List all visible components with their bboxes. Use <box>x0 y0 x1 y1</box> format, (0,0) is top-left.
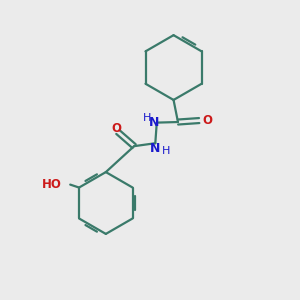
Text: O: O <box>111 122 122 135</box>
Text: N: N <box>149 116 160 129</box>
Text: H: H <box>162 146 171 157</box>
Text: HO: HO <box>41 178 62 191</box>
Text: O: O <box>202 114 212 127</box>
Text: H: H <box>143 113 152 123</box>
Text: N: N <box>149 142 160 155</box>
